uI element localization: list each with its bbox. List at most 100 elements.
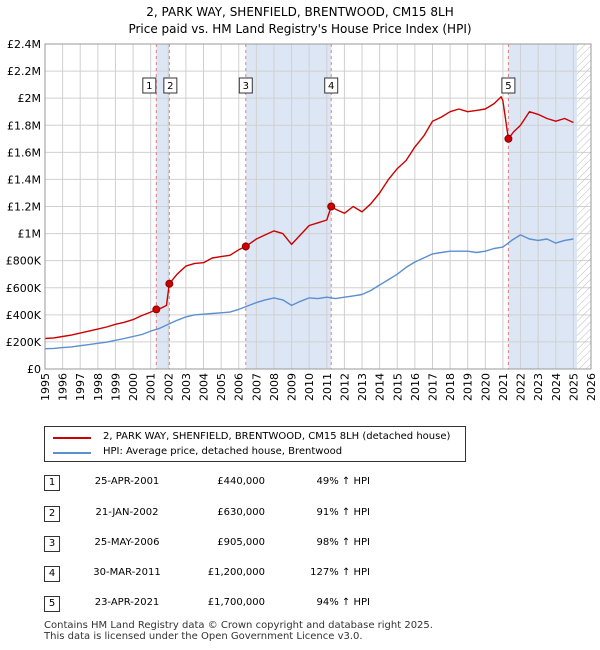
transaction-number: 1 [44, 475, 60, 491]
x-tick-label: 2008 [268, 373, 281, 401]
x-tick-label: 2021 [497, 373, 510, 401]
transaction-price: £440,000 [217, 476, 265, 487]
x-tick-label: 2009 [286, 373, 299, 401]
x-tick-label: 2006 [233, 373, 246, 401]
transaction-hpi-change: 127% ↑ HPI [310, 567, 370, 578]
forecast-hatch [576, 44, 591, 369]
table-row: 2 21-JAN-2002 £630,000 91% ↑ HPI [0, 504, 600, 524]
y-tick-label: £200K [6, 336, 42, 349]
transaction-price: £905,000 [217, 537, 265, 548]
x-tick-label: 2017 [426, 373, 439, 401]
legend-swatch-blue [53, 452, 91, 454]
x-tick-label: 1998 [92, 373, 105, 401]
y-tick-label: £2.4M [7, 38, 41, 51]
x-tick-label: 2005 [215, 373, 228, 401]
transaction-label: 1 [146, 81, 152, 92]
chart-subtitle: Price paid vs. HM Land Registry's House … [128, 22, 472, 36]
transaction-number: 2 [44, 506, 60, 522]
transaction-number: 5 [44, 596, 60, 612]
transaction-label-box [142, 77, 157, 94]
x-tick-label: 2014 [374, 373, 387, 401]
y-tick-label: £600K [6, 282, 42, 295]
y-tick-label: £1.2M [7, 201, 41, 214]
transaction-label: 4 [328, 81, 334, 92]
x-tick-label: 2019 [462, 373, 475, 401]
x-tick-label: 2026 [585, 373, 598, 401]
transaction-hpi-change: 98% ↑ HPI [316, 537, 370, 548]
x-tick-label: 1997 [74, 373, 87, 401]
x-tick-label: 2023 [532, 373, 545, 401]
table-row: 1 25-APR-2001 £440,000 49% ↑ HPI [0, 473, 600, 493]
series-line-property [45, 96, 574, 340]
transaction-number: 4 [44, 566, 60, 582]
x-tick-label: 2002 [162, 373, 175, 401]
x-tick-label: 2007 [250, 373, 263, 401]
transaction-price: £1,700,000 [207, 597, 265, 608]
y-tick-label: £800K [6, 255, 42, 268]
table-row: 4 30-MAR-2011 £1,200,000 127% ↑ HPI [0, 564, 600, 584]
transaction-label: 2 [167, 81, 173, 92]
transaction-hpi-change: 91% ↑ HPI [316, 507, 370, 518]
chart-title: 2, PARK WAY, SHENFIELD, BRENTWOOD, CM15 … [146, 5, 454, 19]
footer-copyright: Contains HM Land Registry data © Crown c… [44, 620, 433, 631]
table-row: 3 25-MAY-2006 £905,000 98% ↑ HPI [0, 534, 600, 554]
x-tick-label: 2022 [515, 373, 528, 401]
x-tick-label: 2020 [479, 373, 492, 401]
legend-swatch-red [53, 437, 91, 439]
x-tick-label: 1999 [109, 373, 122, 401]
x-tick-label: 2003 [180, 373, 193, 401]
transaction-label-box [238, 77, 253, 94]
x-tick-label: 2004 [198, 373, 211, 401]
price-chart: 1 2 3 4 5 £0 £200K £400K £600K £800K £1M £1.2M £1.4… [6, 38, 598, 401]
transaction-date: 30-MAR-2011 [93, 567, 161, 578]
transaction-hpi-change: 94% ↑ HPI [316, 597, 370, 608]
transaction-label-box [163, 77, 178, 94]
sale-point [504, 134, 513, 143]
y-tick-label: £0 [27, 363, 41, 376]
table-row: 5 23-APR-2021 £1,700,000 94% ↑ HPI [0, 594, 600, 614]
legend-label-hpi: HPI: Average price, detached house, Bren… [103, 446, 343, 457]
footer-notice: Contains HM Land Registry data © Crown c… [44, 620, 433, 642]
y-tick-label: £400K [6, 309, 42, 322]
legend-label-property: 2, PARK WAY, SHENFIELD, BRENTWOOD, CM15 … [103, 431, 451, 442]
transaction-date: 23-APR-2021 [94, 597, 160, 608]
x-tick-label: 2016 [409, 373, 422, 401]
transaction-label-box [324, 77, 339, 94]
transaction-label: 5 [505, 81, 511, 92]
y-tick-label: £1.8M [7, 119, 41, 132]
plot-frame [44, 43, 592, 370]
transaction-hpi-change: 49% ↑ HPI [316, 476, 370, 487]
sale-point [241, 242, 250, 251]
x-tick-label: 1995 [39, 373, 52, 401]
x-tick-label: 2013 [356, 373, 369, 401]
transaction-number: 3 [44, 536, 60, 552]
x-tick-label: 2011 [321, 373, 334, 401]
transaction-price: £630,000 [217, 507, 265, 518]
y-tick-label: £1.4M [7, 173, 41, 186]
x-tick-label: 1996 [57, 373, 70, 401]
transaction-date: 21-JAN-2002 [95, 507, 159, 518]
x-tick-label: 2018 [444, 373, 457, 401]
transaction-price: £1,200,000 [207, 567, 265, 578]
x-tick-label: 2015 [391, 373, 404, 401]
x-tick-label: 2001 [145, 373, 158, 401]
sale-point [152, 305, 161, 314]
transaction-date: 25-MAY-2006 [94, 537, 160, 548]
x-tick-label: 2025 [567, 373, 580, 401]
y-tick-label: £2.2M [7, 65, 41, 78]
y-tick-label: £1M [18, 228, 42, 241]
x-tick-label: 2024 [550, 373, 563, 401]
sale-point [327, 202, 336, 211]
transaction-date: 25-APR-2001 [94, 476, 160, 487]
sale-point [165, 279, 174, 288]
x-tick-label: 2000 [127, 373, 140, 401]
legend: 2, PARK WAY, SHENFIELD, BRENTWOOD, CM15 … [44, 426, 466, 462]
y-tick-label: £2M [18, 92, 42, 105]
footer-license: This data is licensed under the Open Gov… [44, 631, 363, 642]
transaction-label: 3 [243, 81, 249, 92]
y-tick-label: £1.6M [7, 146, 41, 159]
transaction-label-box [501, 77, 516, 94]
x-tick-label: 2010 [303, 373, 316, 401]
x-tick-label: 2012 [338, 373, 351, 401]
series-line-hpi [45, 234, 574, 350]
